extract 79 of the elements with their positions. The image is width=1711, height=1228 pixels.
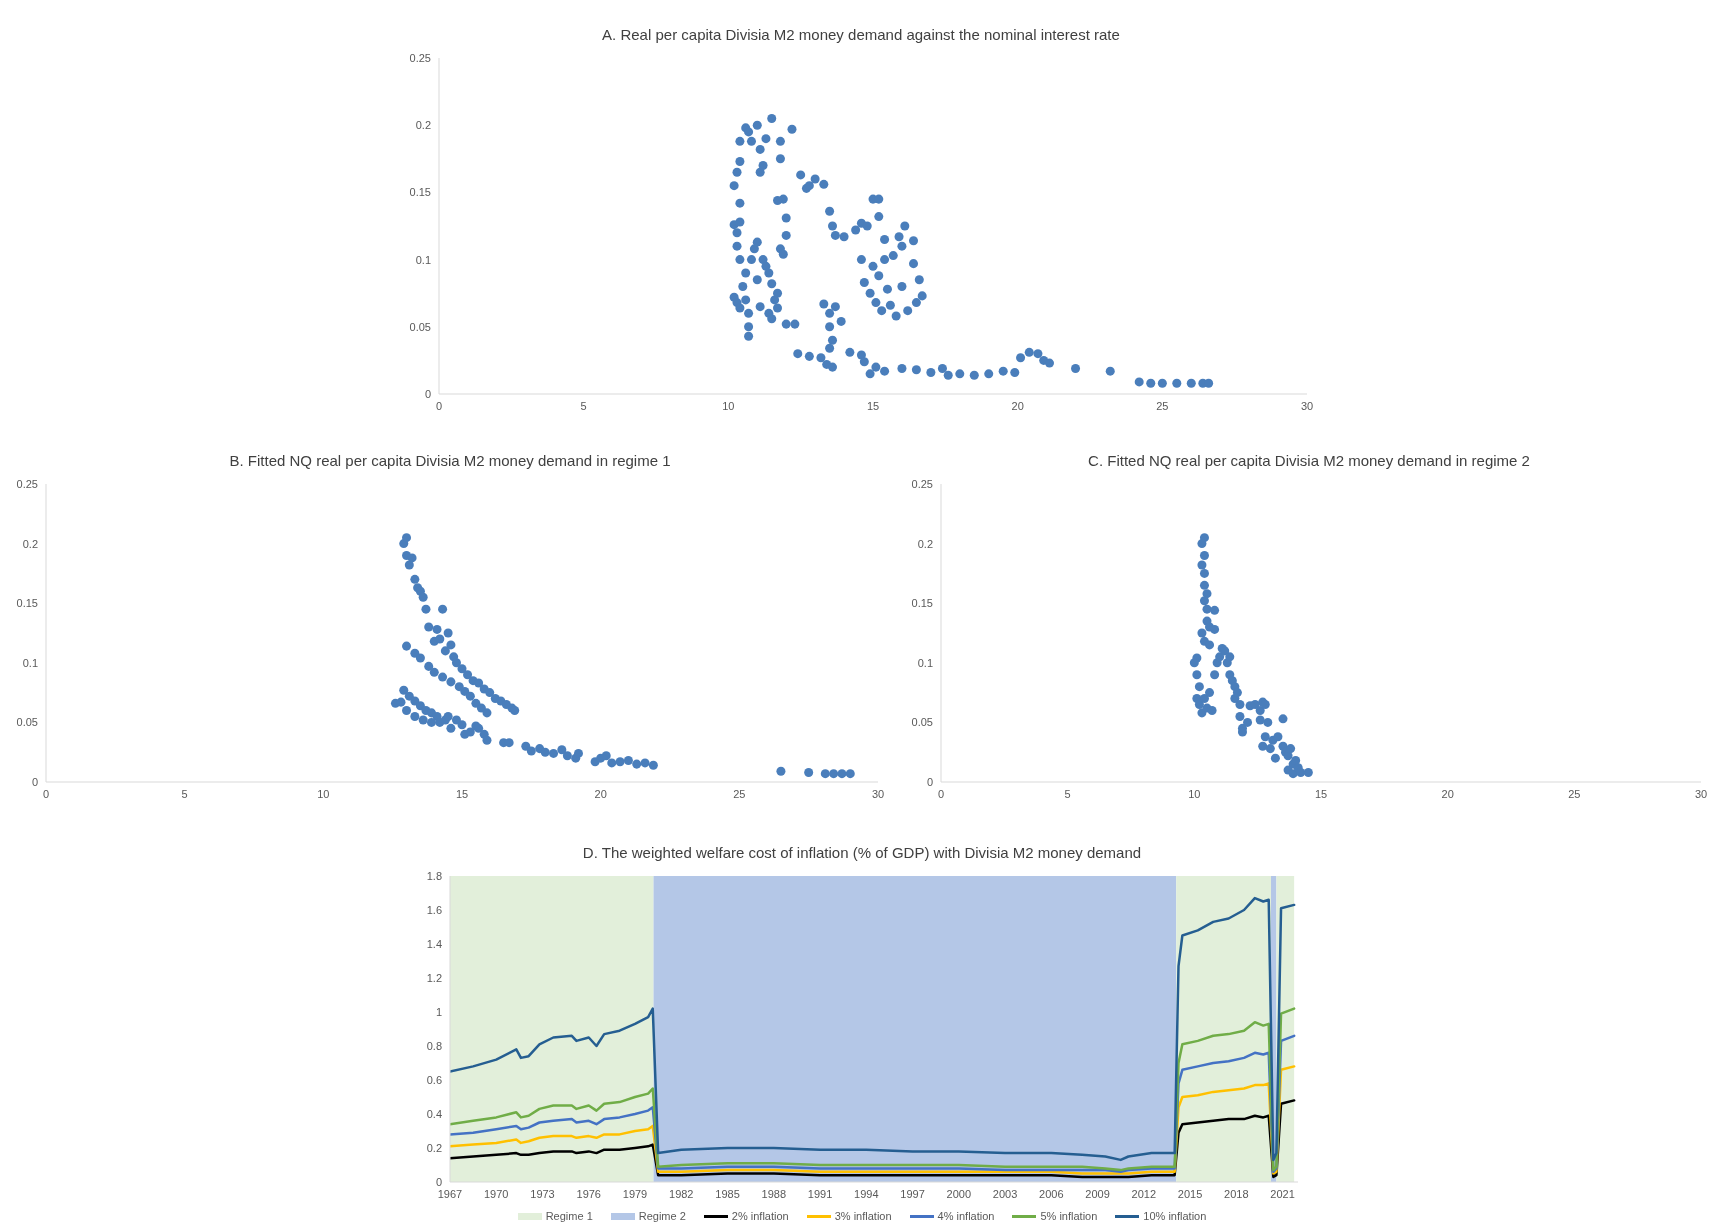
y-tick-label: 0.05 (409, 320, 431, 333)
x-tick-label: 1967 (437, 1187, 463, 1200)
x-tick-label: 2012 (1131, 1187, 1157, 1200)
y-tick-label: 0.05 (16, 716, 38, 729)
chart-title: A. Real per capita Divisia M2 money demand against the nominal interest rate (601, 25, 1121, 45)
x-tick-label: 30 (871, 787, 885, 800)
y-tick-label: 1 (435, 1005, 442, 1018)
legend-label: Regime 1 (545, 1210, 593, 1222)
y-tick-label: 0 (31, 775, 38, 788)
y-tick-label: 0.2 (415, 119, 431, 132)
x-tick-label: 2009 (1085, 1187, 1110, 1200)
y-tick-label: 0.1 (415, 253, 431, 266)
y-tick-label: 0.1 (22, 656, 38, 669)
y-tick-label: 0.4 (426, 1107, 442, 1120)
legend-label: 10% inflation (1143, 1210, 1207, 1222)
x-tick-label: 10 (722, 399, 735, 412)
x-tick-label: 1988 (761, 1187, 787, 1200)
x-tick-label: 20 (1441, 787, 1454, 800)
chart-title: B. Fitted NQ real per capita Divisia M2 money demand in regime 1 (228, 451, 672, 471)
legend-label: 2% inflation (731, 1210, 789, 1222)
y-tick-label: 0.15 (409, 186, 431, 199)
x-tick-label: 2015 (1177, 1187, 1203, 1200)
x-tick-label: 1976 (576, 1187, 602, 1200)
x-tick-label: 1994 (854, 1187, 879, 1200)
y-tick-label: 0 (435, 1175, 442, 1188)
x-tick-label: 15 (866, 399, 880, 412)
legend-label: 3% inflation (834, 1210, 892, 1222)
x-tick-label: 2006 (1039, 1187, 1064, 1200)
x-tick-label: 2018 (1224, 1187, 1249, 1200)
x-tick-label: 0 (42, 787, 50, 800)
y-tick-label: 0.15 (16, 597, 38, 610)
x-tick-label: 1979 (622, 1187, 648, 1200)
y-tick-label: 0.6 (426, 1073, 442, 1086)
y-tick-label: 0.8 (426, 1039, 442, 1052)
x-tick-label: 1991 (807, 1187, 833, 1200)
legend-label: 5% inflation (1040, 1210, 1098, 1222)
x-tick-label: 1970 (484, 1187, 509, 1200)
x-tick-label: 5 (580, 399, 587, 412)
x-tick-label: 1982 (669, 1187, 694, 1200)
x-tick-label: 10 (1188, 787, 1201, 800)
y-tick-label: 1.8 (426, 869, 442, 882)
x-tick-label: 20 (594, 787, 607, 800)
x-tick-label: 0 (937, 787, 945, 800)
x-tick-label: 1973 (530, 1187, 555, 1200)
x-tick-label: 5 (181, 787, 188, 800)
x-tick-label: 20 (1011, 399, 1024, 412)
y-tick-label: 1.6 (426, 903, 442, 916)
x-tick-label: 2003 (992, 1187, 1018, 1200)
x-tick-label: 30 (1300, 399, 1314, 412)
y-tick-label: 0.15 (911, 597, 933, 610)
line-series (450, 896, 1296, 1162)
y-tick-label: 0.2 (917, 537, 933, 550)
x-tick-label: 10 (317, 787, 330, 800)
chart-title: D. The weighted welfare cost of inflation (% of GDP) with Divisia M2 money demand (581, 843, 1143, 863)
x-tick-label: 15 (1314, 787, 1328, 800)
y-tick-label: 0 (926, 775, 933, 788)
x-tick-label: 1985 (715, 1187, 740, 1200)
x-tick-label: 1997 (900, 1187, 925, 1200)
y-tick-label: 0.25 (911, 477, 933, 490)
y-tick-label: 0.1 (917, 656, 933, 669)
x-tick-label: 25 (733, 787, 746, 800)
x-tick-label: 2021 (1270, 1187, 1295, 1200)
y-tick-label: 0.05 (911, 716, 933, 729)
y-tick-label: 0.25 (16, 477, 38, 490)
x-tick-label: 30 (1694, 787, 1708, 800)
x-tick-label: 2000 (946, 1187, 972, 1200)
x-tick-label: 25 (1568, 787, 1581, 800)
y-tick-label: 0 (424, 387, 431, 400)
chart-title: C. Fitted NQ real per capita Divisia M2 money demand in regime 2 (1087, 451, 1531, 471)
y-tick-label: 0.2 (22, 537, 38, 550)
legend-label: 4% inflation (937, 1210, 995, 1222)
x-tick-label: 5 (1064, 787, 1071, 800)
y-tick-label: 1.4 (426, 937, 442, 950)
y-tick-label: 0.25 (409, 51, 431, 64)
x-tick-label: 15 (455, 787, 469, 800)
x-tick-label: 25 (1156, 399, 1169, 412)
legend-label: Regime 2 (638, 1210, 686, 1222)
y-tick-label: 0.2 (426, 1141, 442, 1154)
y-tick-label: 1.2 (426, 971, 442, 984)
